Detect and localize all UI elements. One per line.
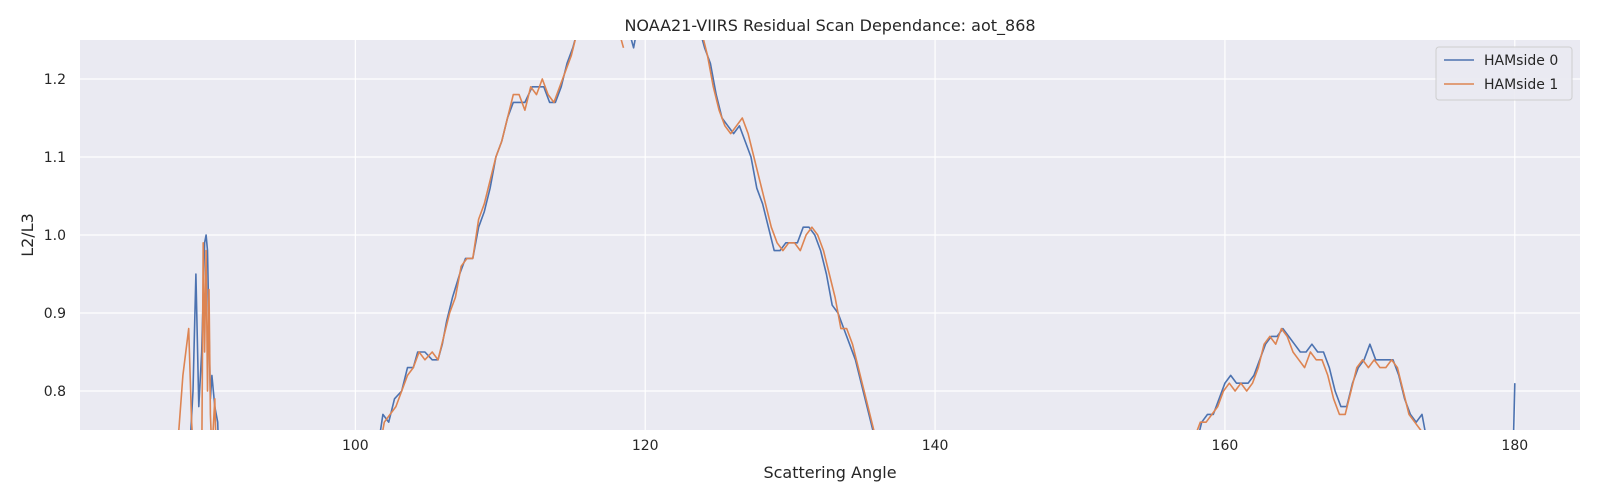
x-axis-label: Scattering Angle [763, 463, 896, 482]
x-tick-label: 180 [1501, 438, 1528, 454]
x-tick-label: 140 [922, 438, 949, 454]
series-line-segment [1196, 327, 1422, 430]
tick-labels: 100 120 140 160 180 0.8 0.9 1.0 1.1 1.2 [44, 72, 1528, 454]
y-axis-label: L2/L3 [18, 213, 37, 257]
x-tick-label: 120 [632, 438, 659, 454]
series-line-segment [379, 40, 576, 430]
y-tick-label: 1.2 [44, 72, 66, 88]
legend-label-hamside-0: HAMside 0 [1484, 53, 1558, 69]
series-lines [178, 40, 1516, 430]
series-line-segment [1198, 327, 1426, 430]
legend-label-hamside-1: HAMside 1 [1484, 77, 1558, 93]
series-line-segment [630, 40, 636, 49]
series-line-segment [382, 40, 576, 430]
legend: HAMside 0 HAMside 1 [1435, 46, 1573, 101]
series-line-segment [620, 40, 625, 49]
x-tick-label: 100 [342, 438, 369, 454]
y-tick-label: 1.0 [44, 228, 66, 244]
series-line-segment [1512, 383, 1516, 430]
x-tick-label: 160 [1212, 438, 1239, 454]
series-line-segment [702, 40, 875, 430]
y-tick-label: 0.9 [44, 306, 66, 322]
grid [80, 40, 1580, 430]
y-tick-label: 0.8 [44, 384, 66, 400]
series-hamside-1 [178, 40, 1422, 430]
series-line-segment [178, 242, 217, 430]
y-tick-label: 1.1 [44, 150, 66, 166]
chart-title: NOAA21-VIIRS Residual Scan Dependance: a… [624, 16, 1035, 36]
